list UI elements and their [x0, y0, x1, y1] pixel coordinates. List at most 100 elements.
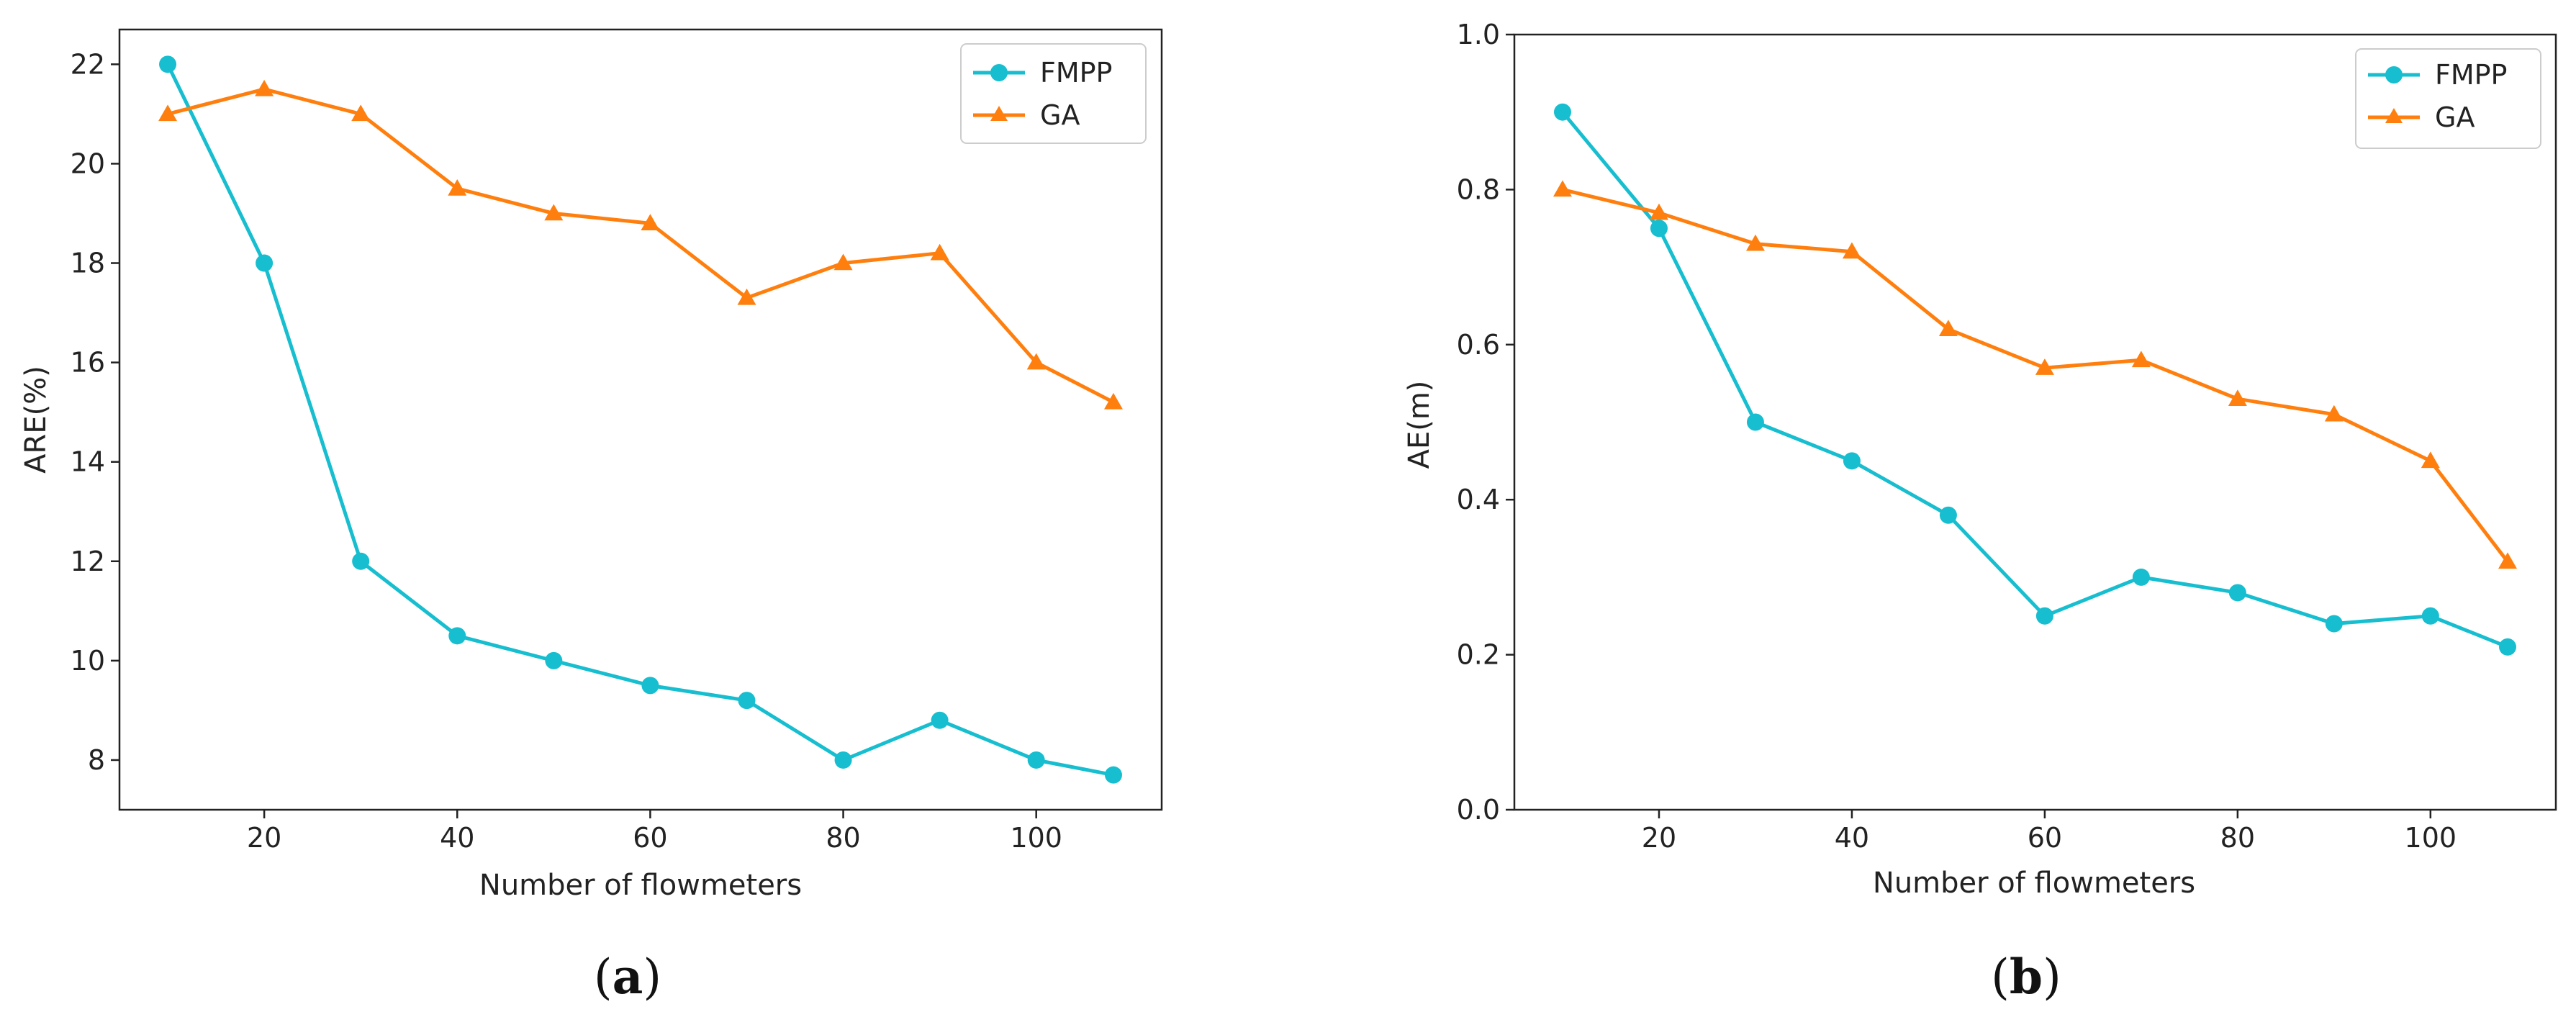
data-point-ga: [1553, 180, 1572, 197]
y-tick-label: 22: [71, 48, 105, 80]
series-line-ga: [1562, 187, 2509, 563]
x-tick-label: 60: [633, 822, 667, 854]
legend-frame: [960, 43, 1147, 144]
y-tick-label: 16: [71, 347, 105, 379]
legend: FMPP GA: [2355, 48, 2541, 149]
data-point-ga: [255, 79, 274, 96]
data-point-ga: [2498, 552, 2518, 569]
data-point-ga: [544, 204, 564, 221]
plot-area-frame: [1513, 33, 2557, 811]
chart-panel-b: 20 40 60 80 100 0.0 0.2 0.4 0.6 0.8 1.0 Number of…: [1403, 19, 2557, 1005]
data-point-ga: [930, 243, 949, 261]
data-point-fmpp: [2132, 568, 2150, 586]
x-tick-label: 40: [440, 822, 474, 854]
data-point-ga: [2324, 405, 2344, 422]
x-tick-label: 20: [1642, 822, 1676, 854]
legend-marker-ga: [2385, 108, 2403, 123]
data-point-fmpp: [2421, 607, 2439, 625]
data-point-fmpp: [1939, 506, 1957, 524]
data-point-fmpp: [1650, 220, 1668, 238]
data-point-fmpp: [2499, 638, 2517, 656]
data-point-fmpp: [641, 677, 659, 695]
legend-marker-ga: [990, 106, 1008, 121]
chart-panel-a: 20 40 60 80 100 8 10 12 14 16 18 20 22 Number of fl…: [19, 28, 1163, 1005]
panel-letter-b: b: [2010, 949, 2043, 1005]
series-layer: [1553, 103, 2518, 656]
y-tick-label: 14: [71, 446, 105, 478]
y-tick-label: 1.0: [1457, 19, 1500, 50]
y-ticks: 8 10 12 14 16 18 20 22: [71, 48, 119, 776]
plot-area-frame: [118, 28, 1163, 811]
data-point-ga: [1842, 242, 1861, 259]
x-tick-label: 40: [1835, 822, 1869, 854]
data-point-ga: [1026, 353, 1046, 370]
panel-label-a: (a): [594, 949, 661, 1005]
data-point-ga: [351, 104, 371, 122]
data-point-ga: [1938, 320, 1958, 337]
y-ticks: 0.0 0.2 0.4 0.6 0.8 1.0: [1457, 19, 1514, 826]
data-point-ga: [737, 288, 756, 305]
data-point-fmpp: [1843, 452, 1861, 470]
legend: FMPP GA: [960, 43, 1147, 144]
x-tick-label: 80: [826, 822, 860, 854]
y-tick-label: 0.0: [1457, 794, 1500, 826]
data-point-ga: [641, 214, 660, 231]
x-ticks: 20 40 60 80 100: [247, 810, 1062, 854]
data-point-fmpp: [159, 55, 177, 73]
data-point-fmpp: [1746, 413, 1764, 431]
data-point-ga: [2421, 451, 2440, 469]
x-tick-label: 60: [2028, 822, 2062, 854]
data-point-fmpp: [1027, 751, 1045, 769]
legend-label-fmpp: FMPP: [2435, 59, 2507, 91]
data-point-fmpp: [738, 692, 756, 710]
x-axis-label: Number of flowmeters: [479, 869, 802, 902]
x-axis-label: Number of flowmeters: [1873, 867, 2195, 900]
data-point-fmpp: [2035, 607, 2053, 625]
y-tick-label: 0.6: [1457, 329, 1500, 361]
y-tick-label: 0.2: [1457, 639, 1500, 671]
x-ticks: 20 40 60 80 100: [1642, 810, 2457, 854]
data-point-fmpp: [1553, 103, 1571, 121]
data-point-ga: [833, 253, 853, 271]
data-point-ga: [2228, 389, 2247, 406]
legend-label-fmpp: FMPP: [1040, 57, 1112, 89]
data-point-fmpp: [352, 552, 370, 570]
y-tick-label: 18: [71, 248, 105, 279]
series-line-fmpp: [1561, 111, 2508, 649]
x-tick-label: 100: [2405, 822, 2457, 854]
data-point-fmpp: [931, 711, 949, 729]
legend-label-ga: GA: [2435, 101, 2475, 133]
data-point-ga: [1745, 234, 1765, 251]
data-point-ga: [448, 179, 467, 196]
panel-label-b: (b): [1991, 949, 2061, 1005]
data-point-fmpp: [1104, 766, 1122, 784]
legend-marker-fmpp: [2385, 66, 2403, 83]
y-tick-label: 0.8: [1457, 173, 1500, 205]
data-point-fmpp: [2325, 615, 2343, 633]
panel-letter-a: a: [613, 949, 643, 1005]
data-point-ga: [2131, 351, 2151, 368]
data-point-fmpp: [2228, 584, 2246, 602]
y-tick-label: 12: [71, 546, 105, 577]
series-layer: [158, 55, 1123, 784]
data-point-ga: [2035, 358, 2054, 375]
legend-marker-fmpp: [990, 64, 1008, 81]
data-point-ga: [1649, 203, 1668, 220]
data-point-ga: [158, 104, 178, 122]
y-tick-label: 8: [88, 744, 105, 776]
data-point-fmpp: [256, 254, 274, 272]
data-point-ga: [1103, 392, 1123, 410]
x-tick-label: 80: [2220, 822, 2255, 854]
y-tick-label: 0.4: [1457, 484, 1500, 515]
y-axis-label: AE(m): [1403, 381, 1436, 469]
x-tick-label: 100: [1010, 822, 1062, 854]
y-tick-label: 20: [71, 148, 105, 179]
x-tick-label: 20: [247, 822, 281, 854]
data-point-fmpp: [834, 751, 852, 769]
y-tick-label: 10: [71, 645, 105, 677]
data-point-fmpp: [448, 627, 466, 645]
y-axis-label: ARE(%): [19, 366, 53, 474]
data-point-fmpp: [545, 651, 563, 669]
series-line-fmpp: [166, 63, 1114, 777]
